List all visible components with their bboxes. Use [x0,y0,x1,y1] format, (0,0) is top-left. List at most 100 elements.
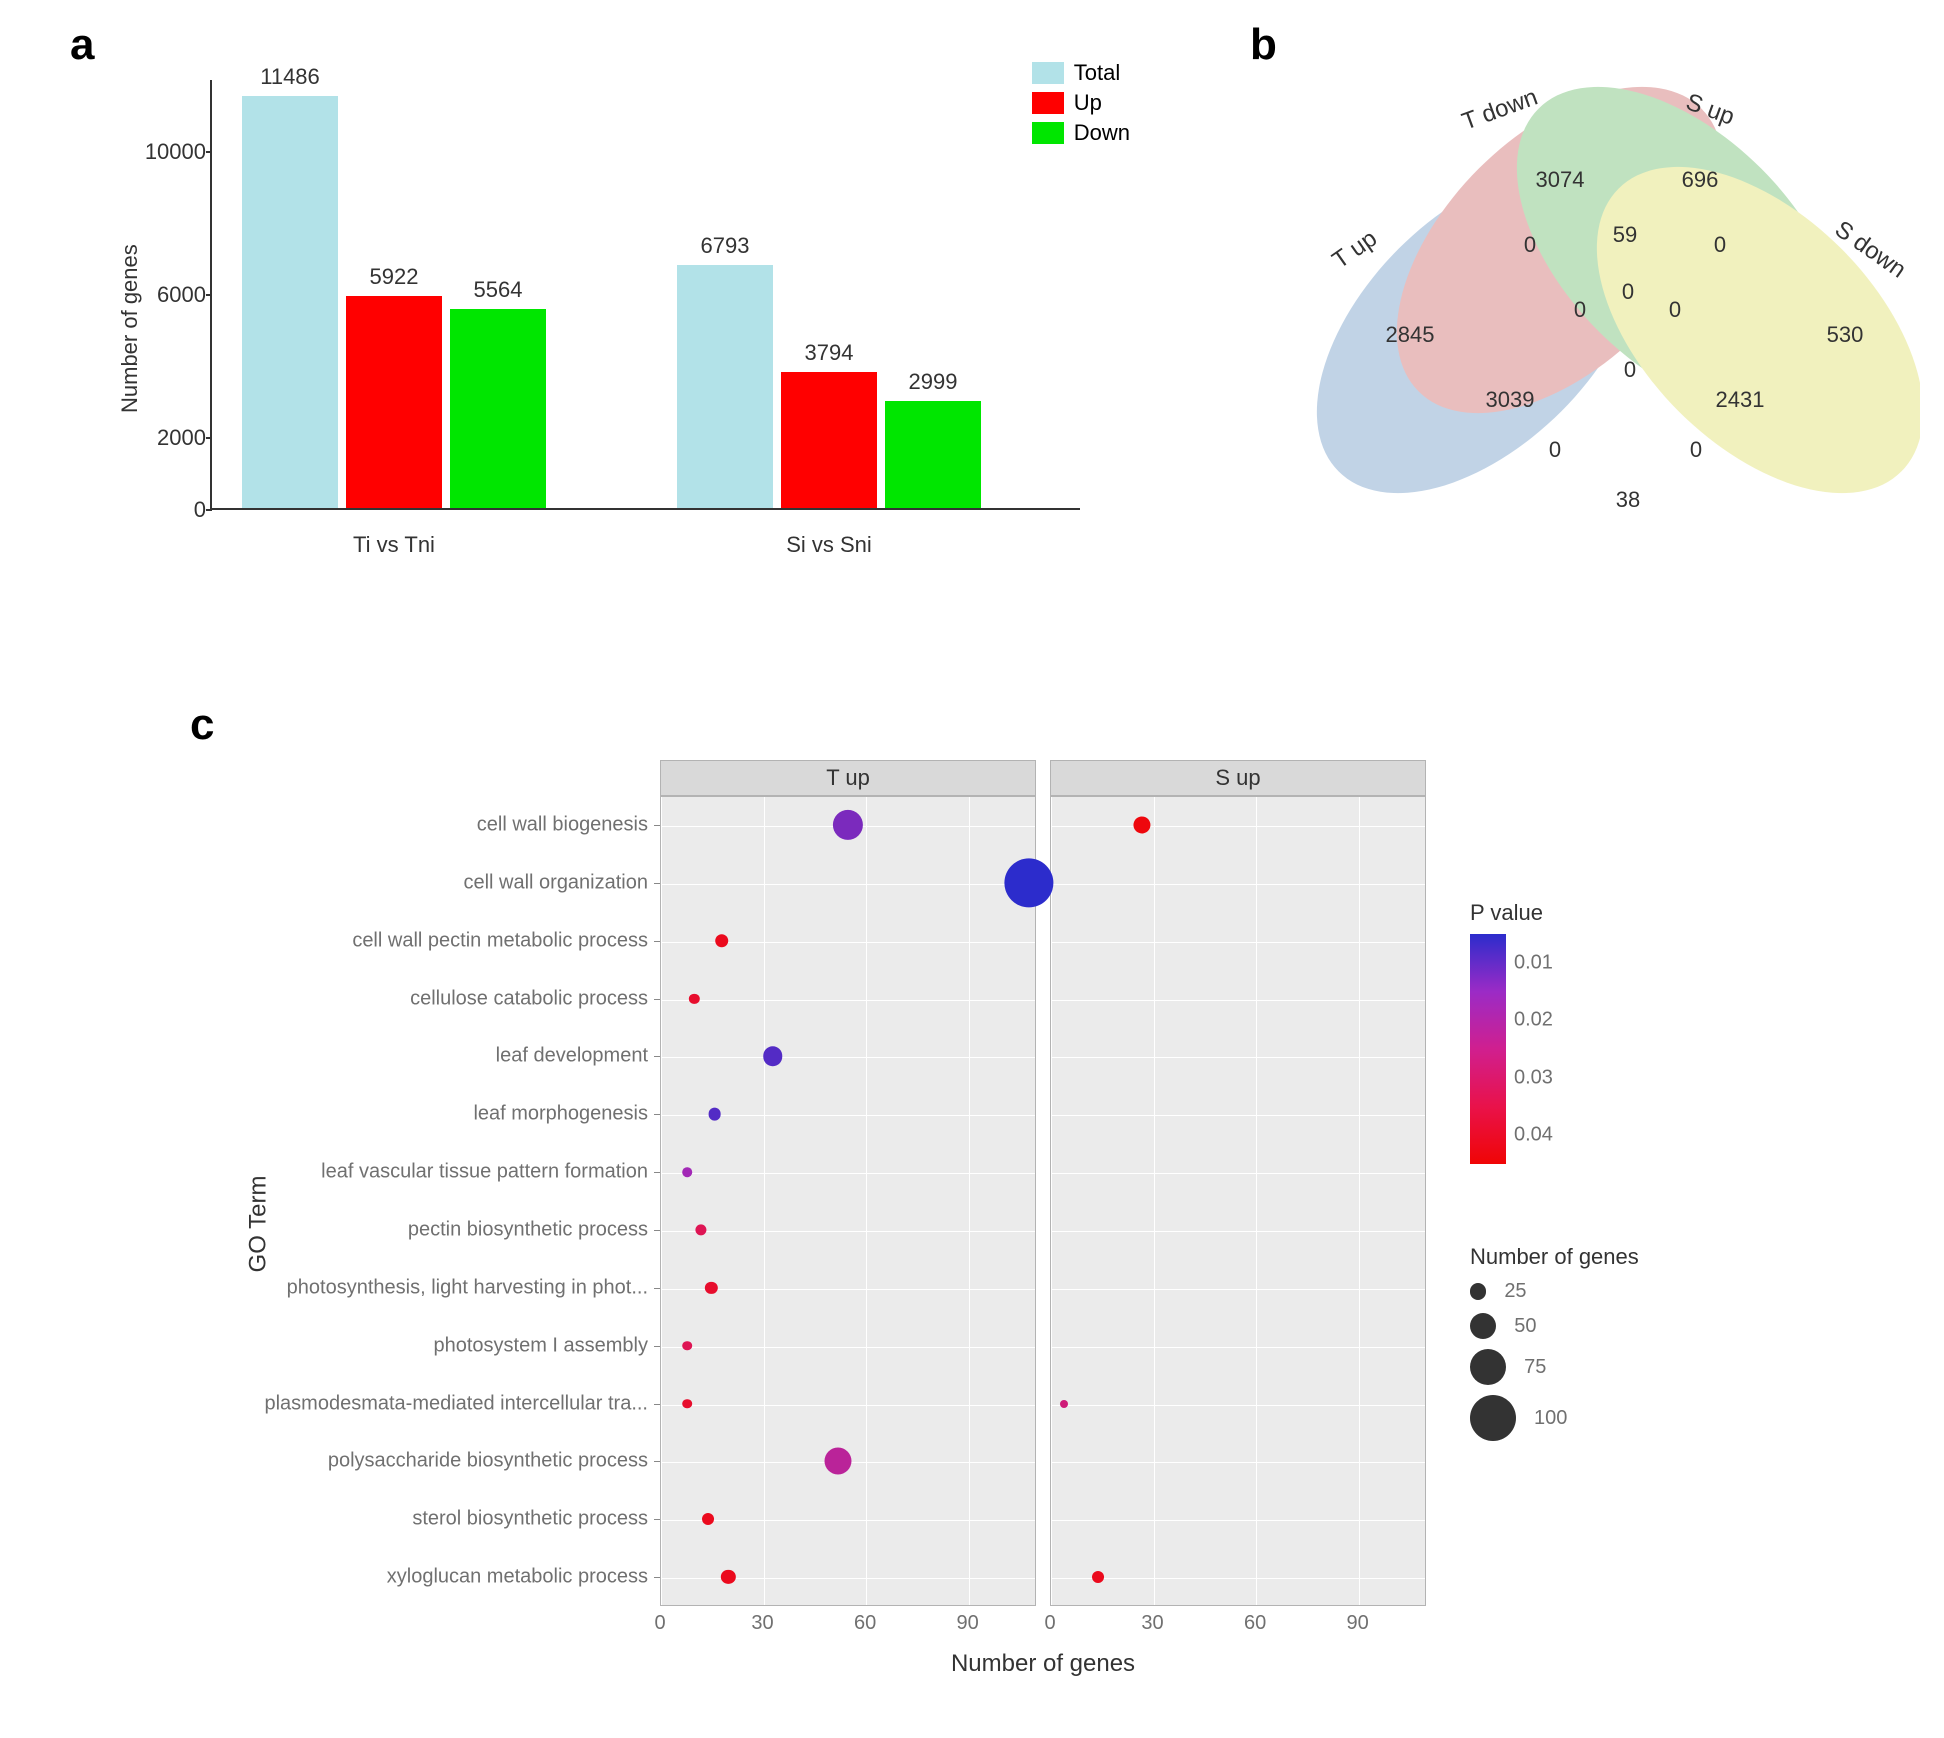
gridline-h [1051,1347,1425,1348]
panel-c-xtick-label: 90 [1347,1612,1369,1635]
gridline-h [1051,942,1425,943]
venn-region-value: 0 [1690,437,1702,463]
legend-item: Up [1032,90,1130,116]
gridline-v [969,797,970,1605]
panel-c-xtick-label: 30 [1141,1612,1163,1635]
dot-point [708,1108,721,1121]
gridline-v [1256,797,1257,1605]
bar-value-label: 5564 [474,277,523,303]
facet-area [1050,796,1426,1606]
bar: 11486 [242,96,338,508]
facet-area [660,796,1036,1606]
bar-value-label: 5922 [370,264,419,290]
bar: 2999 [885,401,981,508]
go-term-label: leaf vascular tissue pattern formation [321,1161,648,1184]
pvalue-colorbar-tick: 0.01 [1514,951,1553,974]
go-term-label: leaf morphogenesis [473,1103,648,1126]
gridline-h [1051,1115,1425,1116]
panel-b-venn: T upT downS upS down28453074696530059030… [1280,50,1920,590]
pvalue-colorbar: 0.040.030.020.01 [1470,934,1506,1164]
venn-region-value: 2845 [1386,322,1435,348]
go-term-label: pectin biosynthetic process [408,1218,648,1241]
legend-swatch [1032,92,1064,114]
gridline-h [661,1405,1035,1406]
panel-a-xcat-label: Si vs Sni [786,532,872,558]
venn-region-value: 0 [1622,279,1634,305]
size-legend-item: 25 [1470,1280,1770,1303]
dot-point [1005,858,1054,907]
size-legend-dot [1470,1349,1506,1385]
gridline-h [661,1231,1035,1232]
gridline-v [764,797,765,1605]
gridline-v [866,797,867,1605]
gridline-h [1051,1057,1425,1058]
legend-swatch [1032,62,1064,84]
panel-c-xtick-label: 0 [654,1612,665,1635]
bar-value-label: 6793 [701,233,750,259]
panel-a-ytick-mark [206,151,212,153]
size-legend-item: 50 [1470,1313,1770,1339]
go-term-label: photosystem I assembly [433,1334,648,1357]
gridline-h [1051,884,1425,885]
venn-region-value: 0 [1669,297,1681,323]
figure-container: a Number of genes 0200060001000011486592… [20,20,1924,1718]
venn-region-value: 0 [1524,232,1536,258]
size-legend-dot [1470,1283,1486,1299]
size-legend-item: 75 [1470,1349,1770,1385]
size-legend-label: 100 [1534,1407,1567,1430]
go-term-label: cell wall organization [463,871,648,894]
panel-a-ytick-label: 0 [194,497,206,523]
gridline-h [661,1057,1035,1058]
go-term-label: xyloglucan metabolic process [387,1566,648,1589]
go-term-label: polysaccharide biosynthetic process [328,1450,648,1473]
panel-a-plot-area: 020006000100001148659225564679337942999T… [210,80,1080,510]
dot-point [1092,1571,1104,1583]
size-legend-item: 100 [1470,1395,1770,1441]
panel-c-legend: P value0.040.030.020.01Number of genes25… [1470,900,1770,1451]
venn-svg [1280,50,1920,590]
dot-point [715,934,729,948]
panel-a-ytick-label: 2000 [157,425,206,451]
venn-region-value: 3074 [1536,167,1585,193]
pvalue-colorbar-tick: 0.04 [1514,1124,1553,1147]
panel-c-ylabel: GO Term [244,1176,272,1273]
panel-c-xtick-label: 90 [957,1612,979,1635]
panel-a-ytick-label: 10000 [145,139,206,165]
gridline-h [1051,1405,1425,1406]
pvalue-colorbar-tick: 0.03 [1514,1066,1553,1089]
gridline-h [1051,1289,1425,1290]
pvalue-legend-title: P value [1470,900,1770,926]
gridline-v [1154,797,1155,1605]
panel-c-xtick-label: 60 [854,1612,876,1635]
go-term-label: plasmodesmata-mediated intercellular tra… [264,1392,648,1415]
dot-point [683,1341,693,1351]
venn-region-value: 0 [1624,357,1636,383]
go-term-label: cell wall pectin metabolic process [352,929,648,952]
size-legend: Number of genes 25 50 75 100 [1470,1244,1770,1441]
panel-c-xlabel: Number of genes [951,1650,1135,1678]
panel-b-label: b [1250,20,1277,70]
gridline-h [1051,1173,1425,1174]
panel-a-bar-chart: Number of genes 020006000100001148659225… [120,60,1170,620]
legend-label: Down [1074,120,1130,146]
gridline-h [661,1173,1035,1174]
panel-a-ytick-label: 6000 [157,282,206,308]
venn-region-value: 2431 [1716,387,1765,413]
legend-label: Up [1074,90,1102,116]
dot-point [824,1448,851,1475]
pvalue-colorbar-tick: 0.02 [1514,1009,1553,1032]
panel-a-ytick-mark [206,437,212,439]
panel-c-xtick-label: 0 [1044,1612,1055,1635]
gridline-v [1051,797,1052,1605]
legend-item: Total [1032,60,1130,86]
legend-label: Total [1074,60,1120,86]
dot-point [683,1167,693,1177]
facet-strip: T up [660,760,1036,796]
venn-region-value: 0 [1574,297,1586,323]
gridline-v [1359,797,1360,1605]
venn-region-value: 59 [1613,222,1637,248]
bar: 6793 [677,265,773,508]
size-legend-title: Number of genes [1470,1244,1770,1270]
gridline-h [661,884,1035,885]
panel-a-ytick-mark [206,294,212,296]
